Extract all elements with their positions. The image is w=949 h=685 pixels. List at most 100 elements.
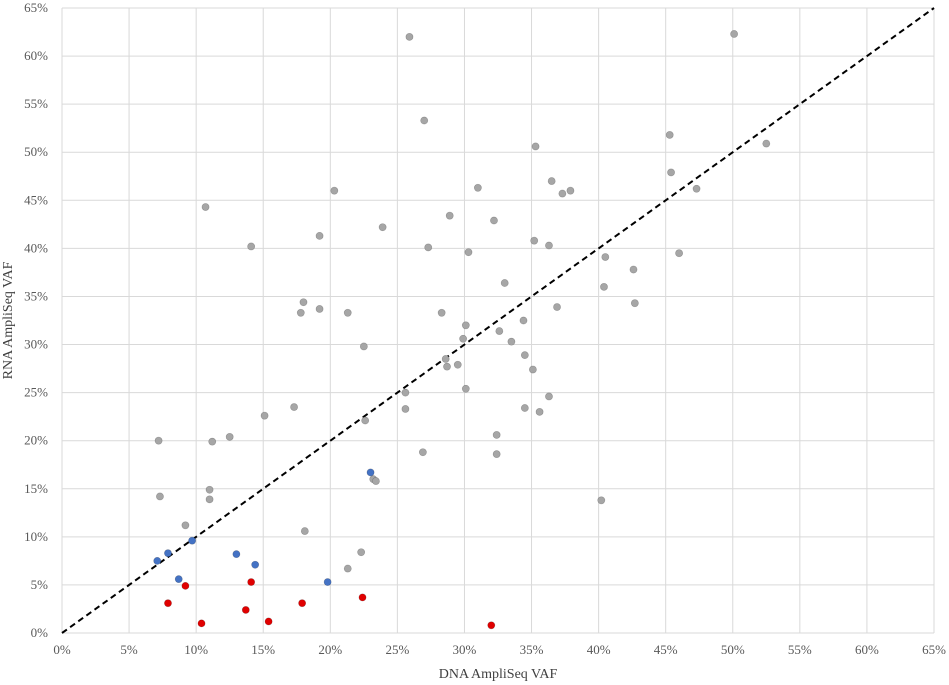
data-point xyxy=(530,236,539,245)
x-tick-label: 55% xyxy=(788,642,812,657)
x-tick-label: 60% xyxy=(855,642,879,657)
data-point xyxy=(601,253,610,261)
data-point xyxy=(343,308,352,317)
data-point xyxy=(315,305,324,313)
data-point xyxy=(299,298,308,307)
y-tick-label: 30% xyxy=(24,337,48,352)
data-point xyxy=(181,581,190,590)
data-point xyxy=(205,485,214,494)
data-point xyxy=(597,496,606,505)
y-tick-label: 45% xyxy=(24,192,48,207)
data-point xyxy=(156,492,164,501)
data-point xyxy=(357,548,366,557)
tick-labels: 0% 5% 10% 15% 20% 25% 30% 35% 40% 45% 50% 55% 60% 65%… xyxy=(24,0,946,657)
x-tick-label: 25% xyxy=(385,642,409,657)
y-tick-label: 25% xyxy=(24,385,48,400)
x-tick-label: 10% xyxy=(184,642,208,657)
data-point xyxy=(232,550,241,559)
data-point xyxy=(445,211,454,220)
data-point xyxy=(154,436,163,445)
data-point xyxy=(181,521,190,530)
y-tick-label: 35% xyxy=(24,288,48,303)
data-point xyxy=(535,407,544,416)
data-point xyxy=(251,560,260,569)
x-tick-label: 50% xyxy=(721,642,745,657)
data-point xyxy=(300,527,309,535)
data-point xyxy=(323,578,332,586)
data-point xyxy=(545,241,553,250)
x-axis-title: DNA AmpliSeq VAF xyxy=(439,667,558,682)
data-point xyxy=(164,599,172,608)
data-point xyxy=(545,392,553,401)
data-point xyxy=(153,556,162,565)
data-point xyxy=(492,431,501,439)
data-point xyxy=(461,321,470,330)
y-tick-label: 40% xyxy=(24,240,48,255)
x-tick-label: 5% xyxy=(120,642,138,657)
data-point xyxy=(330,186,339,195)
data-point xyxy=(358,593,367,602)
x-tick-label: 45% xyxy=(654,642,678,657)
data-point xyxy=(500,279,509,287)
data-point xyxy=(730,30,739,38)
data-point xyxy=(405,32,414,41)
data-point xyxy=(361,416,370,425)
data-point xyxy=(519,316,528,325)
data-point xyxy=(188,536,197,545)
y-tick-label: 15% xyxy=(24,481,48,496)
data-point xyxy=(437,308,446,317)
data-point xyxy=(208,437,217,446)
data-point xyxy=(558,189,567,198)
data-point xyxy=(418,448,427,457)
data-point xyxy=(197,619,206,628)
data-point xyxy=(629,265,638,274)
data-point xyxy=(762,139,771,148)
data-point xyxy=(667,168,675,177)
data-point xyxy=(296,308,305,317)
data-point xyxy=(201,203,210,211)
identity-reference-line xyxy=(61,7,935,634)
y-tick-label: 50% xyxy=(24,144,48,159)
data-point xyxy=(566,186,575,195)
data-point xyxy=(453,360,462,369)
data-point xyxy=(298,599,307,608)
data-point xyxy=(473,183,482,192)
data-point xyxy=(225,432,234,441)
x-tick-label: 15% xyxy=(251,642,275,657)
data-point xyxy=(520,404,529,412)
y-tick-label: 55% xyxy=(24,96,48,111)
data-point xyxy=(366,468,375,477)
data-point xyxy=(290,403,298,411)
data-point xyxy=(461,384,470,393)
data-point xyxy=(420,116,429,125)
data-point xyxy=(490,216,498,225)
data-point xyxy=(359,342,368,351)
data-point xyxy=(260,411,269,420)
data-point xyxy=(547,177,556,185)
y-tick-label: 20% xyxy=(24,433,48,448)
data-point xyxy=(315,231,324,240)
data-points xyxy=(153,30,771,630)
data-point xyxy=(174,575,183,584)
data-point xyxy=(247,242,256,251)
data-point xyxy=(675,249,684,258)
data-point xyxy=(372,477,380,485)
y-tick-label: 10% xyxy=(24,529,48,544)
data-point xyxy=(495,327,504,335)
x-tick-label: 30% xyxy=(453,642,477,657)
data-point xyxy=(343,564,352,573)
y-tick-label: 65% xyxy=(24,0,48,15)
data-point xyxy=(553,303,561,311)
data-point xyxy=(487,621,496,630)
y-axis-title: RNA AmpliSeq VAF xyxy=(1,261,16,379)
data-point xyxy=(443,362,451,371)
x-tick-label: 0% xyxy=(53,642,71,657)
gridlines xyxy=(61,7,935,634)
data-point xyxy=(241,606,250,614)
data-point xyxy=(492,450,501,459)
data-point xyxy=(520,351,529,360)
data-point xyxy=(441,355,450,363)
x-tick-label: 35% xyxy=(520,642,544,657)
data-point xyxy=(600,282,608,291)
